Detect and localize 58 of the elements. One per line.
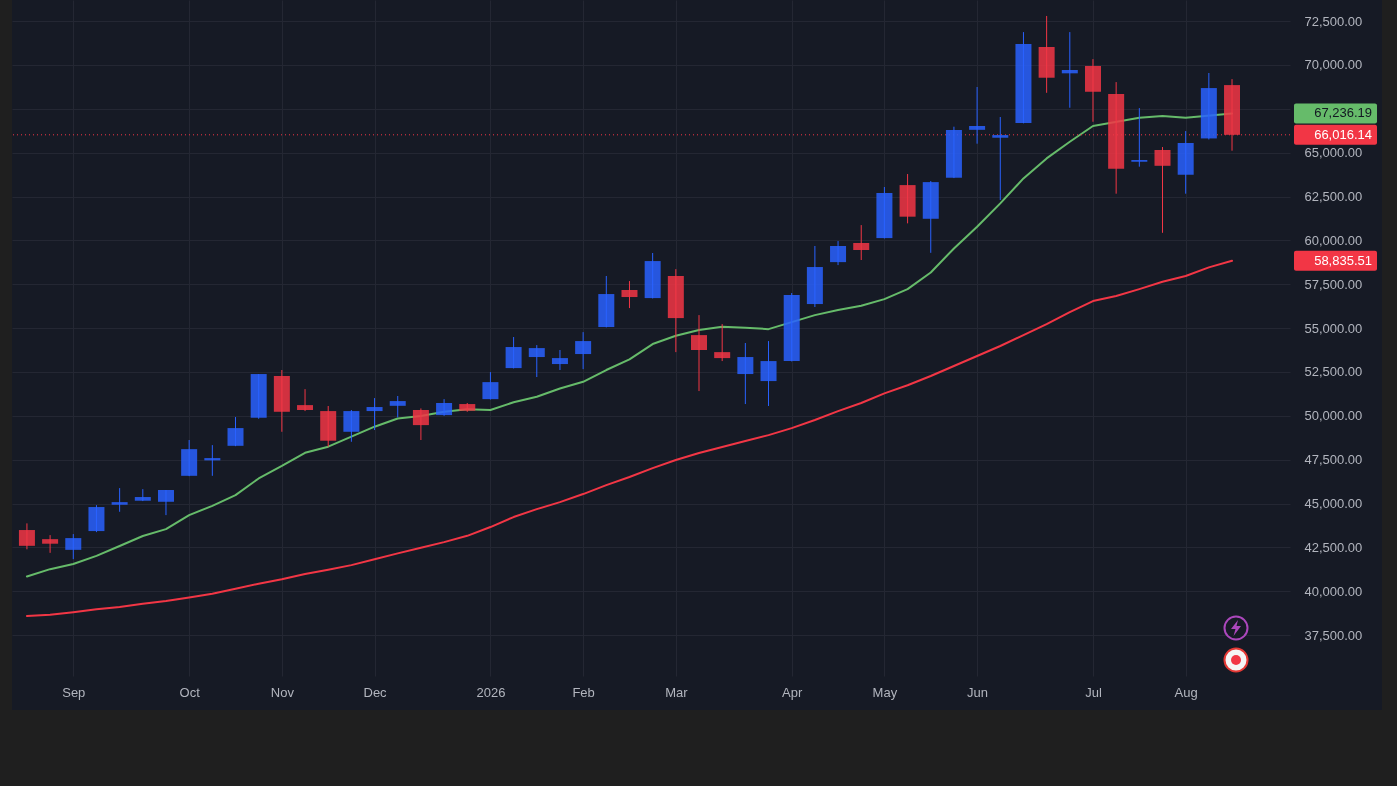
candlestick — [575, 331, 592, 370]
candlestick — [992, 116, 1009, 201]
candlestick — [482, 371, 499, 400]
candlestick — [343, 409, 360, 443]
y-tick-label: 52,500.00 — [1304, 364, 1363, 380]
candlestick — [412, 407, 429, 441]
candlestick — [157, 489, 174, 516]
candlestick — [528, 344, 545, 378]
x-tick-label: Aug — [1174, 684, 1198, 700]
candlestick — [1131, 107, 1148, 168]
candlestick — [969, 86, 986, 145]
x-tick-label: May — [872, 684, 898, 700]
y-tick-label: 57,500.00 — [1304, 276, 1363, 292]
y-tick-label: 42,500.00 — [1304, 539, 1363, 555]
y-tick-label: 45,000.00 — [1304, 496, 1363, 512]
x-tick-label: Dec — [363, 684, 388, 700]
y-tick-label: 60,000.00 — [1304, 232, 1363, 248]
x-tick-label: Feb — [572, 684, 595, 700]
candlestick — [760, 340, 777, 407]
y-tick-label: 70,000.00 — [1304, 57, 1363, 73]
candlestick — [621, 280, 638, 309]
y-tick-label: 40,000.00 — [1304, 583, 1363, 599]
candlestick — [691, 314, 708, 392]
candlestick — [18, 522, 35, 550]
text: 67,236.19 — [1314, 105, 1372, 121]
text: 58,835.51 — [1314, 252, 1372, 268]
candlestick — [1154, 146, 1171, 234]
candlestick — [227, 416, 244, 447]
candlestick — [1061, 31, 1078, 109]
candlestick — [737, 342, 754, 405]
candlestick — [853, 224, 870, 261]
candlestick — [714, 323, 731, 362]
x-tick-label: Mar — [665, 684, 689, 700]
line-series — [25, 259, 1234, 617]
candlestick — [389, 395, 406, 418]
y-tick-label: 37,500.00 — [1304, 627, 1363, 643]
y-tick-label: 50,000.00 — [1304, 408, 1363, 424]
candlestick — [505, 336, 522, 369]
candlestick — [65, 533, 82, 560]
x-tick-label: Apr — [782, 684, 803, 700]
x-tick-label: Jun — [967, 684, 989, 700]
x-tick-label: Sep — [62, 684, 86, 700]
candlestick — [42, 534, 59, 554]
x-tick-label: Nov — [270, 684, 295, 700]
x-tick-label: Jul — [1085, 684, 1102, 700]
ref-line-label: 66,016.14 — [1314, 126, 1372, 142]
y-tick-label: 47,500.00 — [1304, 452, 1363, 468]
candlestick — [551, 349, 568, 371]
candlestick — [111, 487, 128, 513]
y-tick-label: 65,000.00 — [1304, 145, 1363, 161]
x-tick-label: 2026 — [476, 684, 506, 700]
candlestick — [830, 240, 847, 266]
candlestick — [366, 397, 383, 431]
y-tick-label: 72,500.00 — [1304, 13, 1363, 29]
y-tick-label: 62,500.00 — [1304, 189, 1363, 204]
candlestick — [297, 388, 314, 412]
y-tick-label: 55,000.00 — [1304, 320, 1363, 336]
x-tick-label: Oct — [179, 684, 201, 700]
